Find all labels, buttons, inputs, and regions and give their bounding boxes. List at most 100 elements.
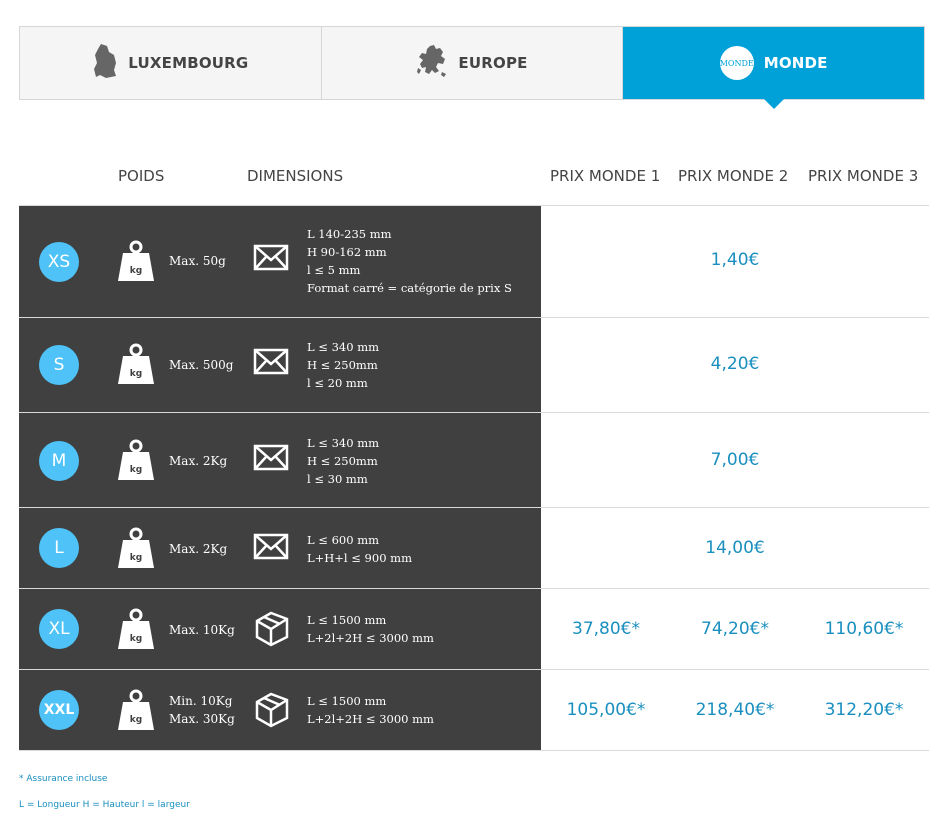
dimension-line: l ≤ 5 mm [307,263,361,277]
package-icon [253,609,291,647]
dimension-line: L 140-235 mm [307,227,392,241]
size-badge: S [39,345,79,385]
price-monde-2: 218,40€* [695,700,775,720]
weight-icon: kg [117,343,155,384]
weight-icon: kg [117,608,155,649]
weight-line: Max. 10Kg [169,623,235,637]
dimension-line: l ≤ 30 mm [307,472,368,486]
weight-text: Min. 10Kg Max. 30Kg [169,692,235,728]
price-monde-1: 37,80€* [572,619,640,639]
size-badge: XXL [39,690,79,730]
weight-line: Max. 50g [169,254,226,268]
weight-line: Min. 10Kg [169,694,233,708]
weight-icon: kg [117,439,155,480]
tab-luxembourg[interactable]: LUXEMBOURG [20,27,322,99]
dimensions-text: L ≤ 1500 mm L+2l+2H ≤ 3000 mm [307,611,434,647]
row-prices: 7,00€ [541,413,929,507]
size-badge: XS [39,242,79,282]
table-row: XS kg Max. 50g L 140-235 mm H 90-162 mm … [19,205,929,317]
col-header-dimensions: DIMENSIONS [247,167,344,185]
table-row: S kg Max. 500g L ≤ 340 mm H ≤ 250mm l ≤ … [19,317,929,412]
row-info: M kg Max. 2Kg L ≤ 340 mm H ≤ 250mm l ≤ 3… [19,413,541,507]
dimension-line: L ≤ 1500 mm [307,613,387,627]
tab-luxembourg-label: LUXEMBOURG [128,54,249,72]
dimensions-text: L ≤ 340 mm H ≤ 250mm l ≤ 30 mm [307,434,379,488]
europe-map-icon [416,44,448,82]
tab-monde[interactable]: MONDE MONDE [623,27,925,109]
footnote-assurance: * Assurance incluse [19,774,108,784]
col-header-prix2: PRIX MONDE 2 [678,167,789,185]
row-info: S kg Max. 500g L ≤ 340 mm H ≤ 250mm l ≤ … [19,318,541,412]
svg-text:kg: kg [130,715,142,725]
luxembourg-map-icon [92,43,118,83]
tab-europe[interactable]: EUROPE [321,27,624,99]
weight-icon: kg [117,689,155,730]
price-monde-3: 110,60€* [824,619,904,639]
svg-text:kg: kg [130,634,142,644]
dimension-line: L+H+l ≤ 900 mm [307,551,412,565]
envelope-icon [253,348,291,384]
dimensions-text: L 140-235 mm H 90-162 mm l ≤ 5 mm Format… [307,225,512,297]
zone-tabs: LUXEMBOURG EUROPE MONDE MONDE [19,26,925,109]
dimension-line: L ≤ 600 mm [307,533,379,547]
svg-text:kg: kg [130,369,142,379]
price-monde-3: 312,20€* [824,700,904,720]
dimensions-text: L ≤ 340 mm H ≤ 250mm l ≤ 20 mm [307,338,379,392]
price-monde-1: 105,00€* [566,700,646,720]
dimension-line: Format carré = catégorie de prix S [307,281,512,295]
weight-line: Max. 2Kg [169,454,228,468]
envelope-icon [253,244,291,280]
dimension-line: H 90-162 mm [307,245,387,259]
row-info: XS kg Max. 50g L 140-235 mm H 90-162 mm … [19,206,541,317]
tab-monde-label: MONDE [763,54,828,72]
price-value: 7,00€ [710,450,760,470]
dimensions-text: L ≤ 1500 mm L+2l+2H ≤ 3000 mm [307,692,434,728]
envelope-icon [253,533,291,569]
dimension-line: L ≤ 340 mm [307,340,379,354]
row-prices: 14,00€ [541,508,929,588]
dimension-line: L ≤ 1500 mm [307,694,387,708]
row-prices: 1,40€ [541,206,929,317]
table-row: XXL kg Min. 10Kg Max. 30Kg L ≤ 1500 mm L… [19,669,929,751]
weight-line: Max. 500g [169,358,234,372]
dimensions-text: L ≤ 600 mm L+H+l ≤ 900 mm [307,531,412,567]
weight-text: Max. 500g [169,356,233,374]
dimension-line: L ≤ 340 mm [307,436,379,450]
col-header-prix1: PRIX MONDE 1 [550,167,661,185]
size-badge: XL [39,609,79,649]
table-row: M kg Max. 2Kg L ≤ 340 mm H ≤ 250mm l ≤ 3… [19,412,929,507]
weight-line: Max. 30Kg [169,712,235,726]
tab-europe-label: EUROPE [458,54,528,72]
row-prices: 4,20€ [541,318,929,412]
svg-text:kg: kg [130,266,142,276]
row-prices: 37,80€* 74,20€* 110,60€* [541,589,929,669]
svg-text:kg: kg [130,465,142,475]
envelope-icon [253,444,291,480]
price-value: 14,00€ [705,538,765,558]
price-value: 1,40€ [710,250,760,270]
weight-text: Max. 2Kg [169,540,227,558]
col-header-poids: POIDS [118,167,165,185]
dimension-line: l ≤ 20 mm [307,376,368,390]
row-info: XXL kg Min. 10Kg Max. 30Kg L ≤ 1500 mm L… [19,670,541,750]
weight-icon: kg [117,240,155,281]
size-badge: M [39,441,79,481]
package-icon [253,690,291,728]
row-info: XL kg Max. 10Kg L ≤ 1500 mm L+2l+2H ≤ 30… [19,589,541,669]
table-row: L kg Max. 2Kg L ≤ 600 mm L+H+l ≤ 900 mm … [19,507,929,588]
weight-text: Max. 50g [169,252,226,270]
price-value: 4,20€ [710,354,760,374]
dimension-line: H ≤ 250mm [307,454,378,468]
monde-badge-icon: MONDE [719,46,754,80]
price-monde-2: 74,20€* [701,619,769,639]
dimension-line: L+2l+2H ≤ 3000 mm [307,712,434,726]
weight-icon: kg [117,527,155,568]
row-prices: 105,00€* 218,40€* 312,20€* [541,670,929,750]
weight-text: Max. 10Kg [169,621,235,639]
svg-text:kg: kg [130,553,142,563]
footnote-legend: L = Longueur H = Hauteur l = largeur [19,800,190,810]
table-row: XL kg Max. 10Kg L ≤ 1500 mm L+2l+2H ≤ 30… [19,588,929,669]
price-table: XS kg Max. 50g L 140-235 mm H 90-162 mm … [19,205,929,751]
dimension-line: H ≤ 250mm [307,358,378,372]
weight-text: Max. 2Kg [169,452,227,470]
